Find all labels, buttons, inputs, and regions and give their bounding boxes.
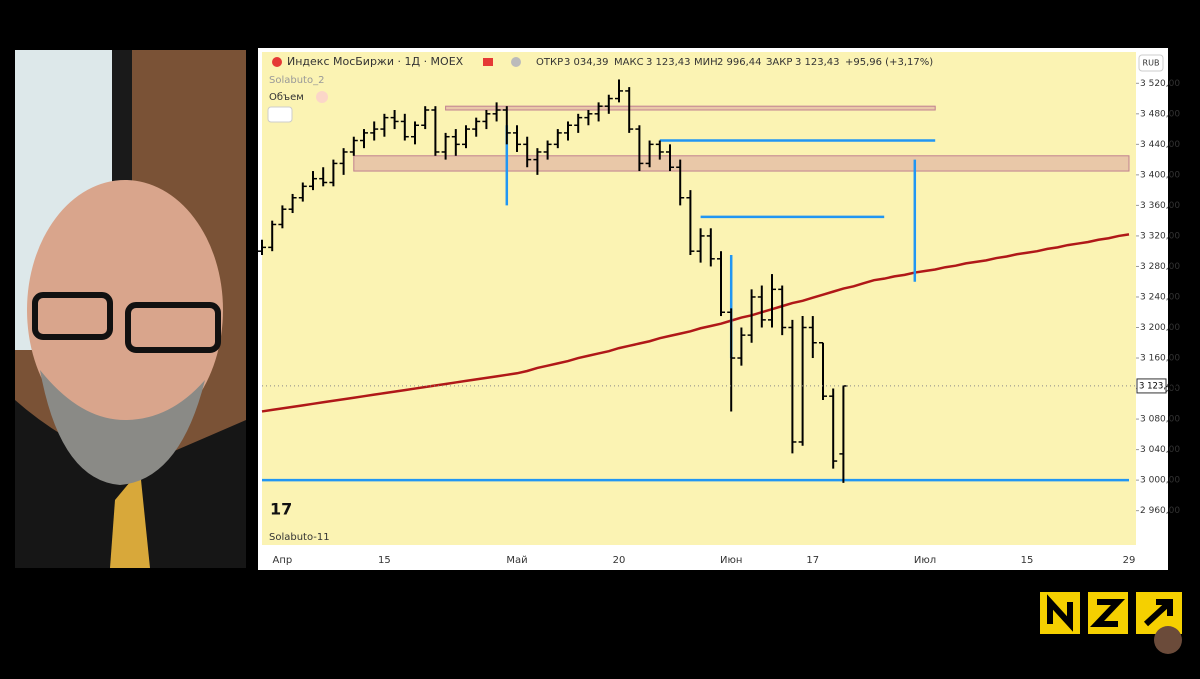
moving-average	[261, 233, 1130, 413]
brand	[1040, 592, 1182, 654]
glasses-right	[125, 302, 221, 353]
y-tick-label: 3 480,00	[1140, 109, 1180, 119]
zone	[445, 105, 936, 111]
y-tick-label: 3 080,00	[1140, 415, 1180, 425]
y-tick-label: 3 160,00	[1140, 354, 1180, 364]
brand-a-glyph	[1143, 599, 1173, 627]
indicator: Solabuto_2	[269, 75, 324, 86]
x-tick-label: 15	[378, 555, 391, 566]
header: Индекс МосБиржи · 1Д · MOEX ОТКР 3 034,3…	[267, 54, 1164, 543]
change: +95,96 (+3,17%)	[845, 57, 933, 68]
beard	[40, 370, 205, 485]
currency[interactable]: RUB	[1143, 59, 1160, 68]
brand-s-glyph	[1089, 599, 1126, 627]
zone	[353, 155, 1130, 172]
glasses-left	[32, 292, 113, 340]
x-tick-label: Апр	[273, 555, 293, 566]
high: 3 123,43	[646, 57, 691, 68]
currency-box[interactable]	[1138, 54, 1164, 72]
y-tick-label: 3 240,00	[1140, 292, 1180, 302]
low: 2 996,44	[717, 57, 762, 68]
plot	[258, 79, 1136, 483]
high-label: МАКС	[614, 57, 644, 68]
symbol: Индекс МосБиржи · 1Д · MOEX	[287, 55, 464, 68]
price-tag	[1136, 378, 1167, 394]
x-tick-label: Июл	[914, 555, 936, 566]
x-tick-label: 17	[806, 555, 819, 566]
plot-area	[262, 52, 1136, 545]
webcam	[15, 50, 246, 568]
x-tick-label: Июн	[720, 555, 742, 566]
x-tick-label: Май	[506, 555, 527, 566]
open: 3 034,39	[564, 57, 609, 68]
head	[27, 180, 223, 440]
status	[511, 57, 521, 67]
x-tick-label: 20	[613, 555, 626, 566]
y-tick-label: 3 520,00	[1140, 79, 1180, 89]
x-tick-label: 29	[1123, 555, 1136, 566]
y-tick-label: 3 280,00	[1140, 262, 1180, 272]
volume: Объем	[269, 92, 304, 103]
warn	[316, 91, 328, 103]
y-tick-label: 3 360,00	[1140, 201, 1180, 211]
brand-n-glyph	[1047, 594, 1073, 632]
flag	[483, 58, 493, 66]
y-tick-label: 2 960,00	[1140, 506, 1180, 516]
tv-logo: 𝟭𝟳	[270, 500, 292, 519]
collar	[110, 470, 150, 568]
low-label: МИН	[694, 57, 718, 68]
y-tick-label: 3 400,00	[1140, 170, 1180, 180]
logo-dot	[272, 57, 282, 67]
close: 3 123,43	[795, 57, 840, 68]
close-label: ЗАКР	[766, 57, 792, 68]
y-tick-label: 3 040,00	[1140, 445, 1180, 455]
price-tag-label: 3 123,43	[1139, 381, 1177, 391]
avatar	[1154, 626, 1182, 654]
open-label: ОТКР	[536, 57, 563, 68]
footer-indicator: Solabuto-11	[269, 532, 330, 543]
y-tick-label: 3 320,00	[1140, 231, 1180, 241]
y-tick-label: 3 000,00	[1140, 476, 1180, 486]
y-tick-label: 3 200,00	[1140, 323, 1180, 333]
collapse[interactable]	[267, 106, 293, 123]
x-tick-label: 15	[1021, 555, 1034, 566]
y-tick-label: 3 440,00	[1140, 140, 1180, 150]
